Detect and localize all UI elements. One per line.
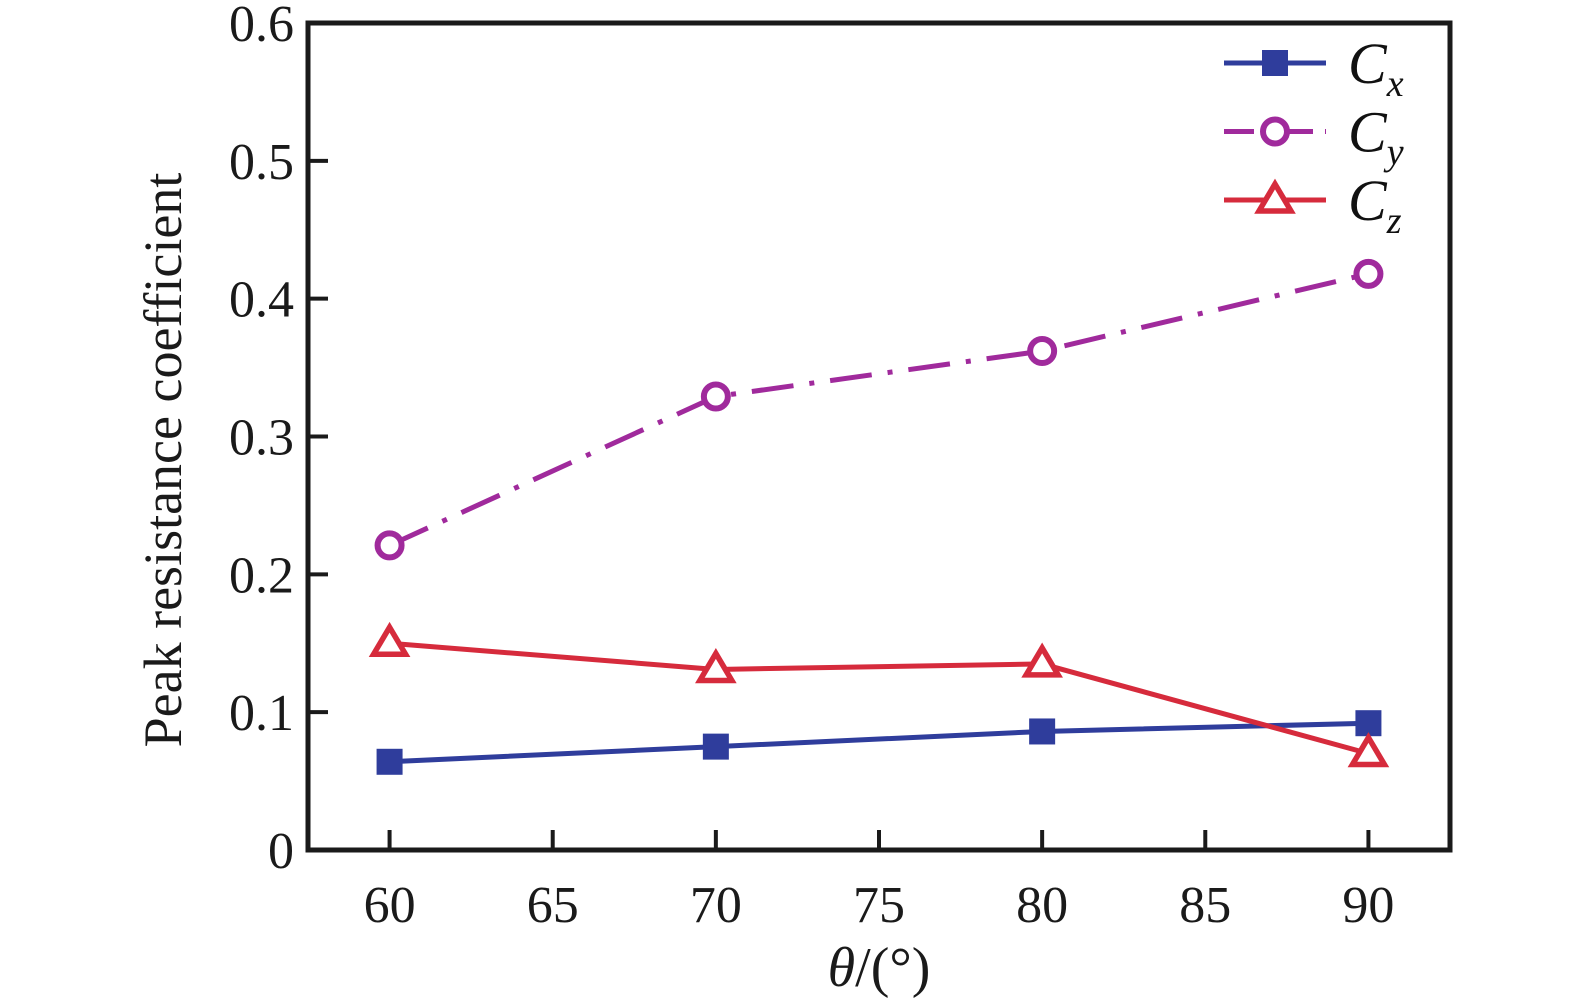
y-axis-title: Peak resistance coefficient: [133, 172, 193, 748]
x-axis-title-unit: /(°): [855, 937, 931, 999]
legend-label-subscript-Cx: x: [1386, 63, 1404, 105]
marker-Cx-80: [1029, 718, 1056, 745]
legend-marker-Cz: [1254, 178, 1296, 214]
x-tick-label: 70: [690, 877, 742, 934]
marker-Cz-80: [1021, 642, 1063, 678]
y-tick-label: 0: [268, 823, 294, 880]
legend-marker-Cy: [1260, 116, 1290, 147]
legend-label-Cz: Cz: [1348, 168, 1402, 242]
y-tick-label: 0.4: [229, 272, 294, 329]
marker-Cy-80: [1027, 336, 1058, 367]
x-axis-title: θ/(°): [828, 936, 931, 1000]
y-tick-label: 0.5: [229, 134, 294, 191]
marker-Cz-70: [695, 648, 737, 684]
x-tick-label: 75: [853, 877, 905, 934]
y-tick-label: 0.1: [229, 685, 294, 742]
series-line-Cx: [389, 720, 1369, 765]
legend-label-subscript-Cy: y: [1383, 132, 1404, 174]
y-tick-label: 0.3: [229, 410, 294, 467]
legend-label-Cx: Cx: [1348, 31, 1404, 105]
x-tick-label: 90: [1342, 877, 1394, 934]
legend-label-subscript-Cz: z: [1386, 200, 1402, 242]
y-tick-label: 0.2: [229, 547, 294, 604]
x-tick-label: 80: [1016, 877, 1068, 934]
x-tick-label: 85: [1179, 877, 1231, 934]
marker-Cx-60: [376, 748, 403, 775]
marker-Cx-70: [702, 733, 729, 760]
series-line-Cz: [389, 640, 1370, 756]
legend-label-Cy: Cy: [1348, 100, 1404, 174]
x-axis-title-symbol: θ: [827, 937, 856, 999]
x-tick-label: 60: [364, 877, 416, 934]
x-tick-label: 65: [527, 877, 579, 934]
series-line-Cy: [388, 271, 1370, 548]
plot-border: [305, 20, 1453, 853]
marker-Cz-60: [368, 621, 411, 657]
y-tick-label: 0.6: [229, 0, 294, 53]
marker-Cy-60: [374, 530, 405, 561]
marker-Cy-70: [700, 381, 731, 412]
legend-marker-Cx: [1262, 50, 1288, 76]
marker-Cz-90: [1347, 732, 1390, 768]
marker-Cx-90: [1355, 710, 1382, 737]
marker-Cy-90: [1353, 258, 1384, 289]
